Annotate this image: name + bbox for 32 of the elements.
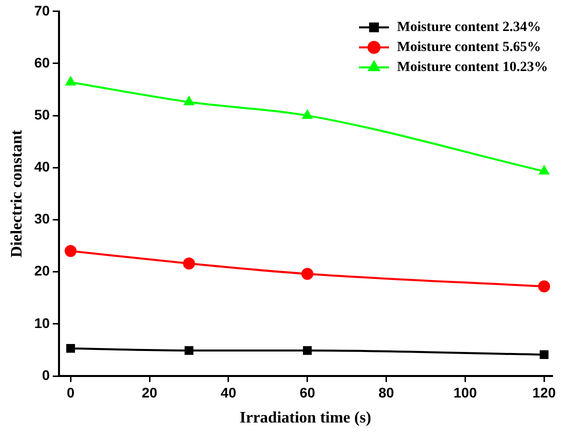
y-tick-label: 50: [34, 106, 50, 122]
legend-label: Moisture content 10.23%: [397, 60, 548, 76]
point: [302, 346, 312, 355]
point: [540, 350, 548, 360]
x-tick-label: 20: [142, 384, 158, 400]
point: [301, 268, 314, 280]
x-tick-label: 0: [66, 384, 75, 400]
x-tick-label: 100: [454, 384, 478, 400]
point: [538, 280, 550, 292]
x-tick-label: 80: [378, 384, 394, 400]
point: [184, 346, 194, 355]
point: [66, 344, 75, 353]
y-tick-label: 60: [34, 54, 50, 70]
y-tick-label: 20: [34, 262, 50, 279]
y-tick-label: 10: [34, 314, 50, 331]
legend-label: Moisture content 2.34%: [397, 20, 541, 36]
y-tick-label: 70: [34, 2, 50, 18]
point: [65, 76, 76, 86]
point: [538, 165, 550, 175]
y-tick-label: 30: [34, 210, 50, 227]
point: [182, 257, 195, 270]
point: [64, 244, 77, 257]
x-axis-title: Irradiation time (s): [240, 410, 372, 427]
y-tick-label: 40: [34, 158, 50, 175]
x-tick-label: 40: [220, 384, 236, 400]
point: [184, 96, 194, 106]
y-tick-label: 0: [42, 366, 50, 383]
point: [302, 110, 313, 119]
legend-label: Moisture content 5.65%: [397, 40, 541, 56]
y-axis-title: Dielectric constant: [8, 129, 26, 258]
x-tick-label: 60: [300, 384, 316, 400]
x-tick-label: 120: [532, 384, 556, 400]
